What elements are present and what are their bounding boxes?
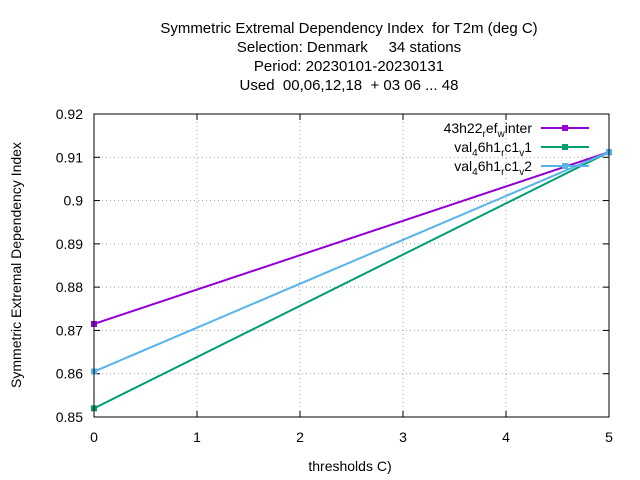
- legend-label-part: r: [483, 129, 487, 140]
- legend-label-part: 1: [524, 139, 532, 155]
- y-tick-label: 0.92: [56, 106, 83, 122]
- legend-label-1: 43h22refwinter: [444, 120, 533, 140]
- y-tick-label: 0.88: [56, 279, 83, 295]
- title-line: Symmetric Extremal Dependency Index for …: [160, 20, 537, 37]
- legend-label-part: val: [454, 158, 472, 174]
- series-line-3: [93, 151, 610, 373]
- series-group: [91, 149, 612, 412]
- grid-lines: [94, 114, 609, 417]
- legend-label-part: 2: [524, 158, 532, 174]
- legend-marker-1: [562, 125, 568, 131]
- legend-label-part: val: [454, 139, 472, 155]
- x-tick-label: 1: [193, 429, 201, 445]
- legend-label-part: 4: [472, 167, 478, 178]
- title-line: Period: 20230101-20230131: [254, 58, 444, 75]
- y-tick-label: 0.9: [64, 193, 84, 209]
- legend-label-part: 4: [472, 148, 478, 159]
- y-tick-label: 0.86: [56, 366, 83, 382]
- title-line: Selection: Denmark 34 stations: [237, 39, 461, 56]
- series-line-2: [93, 151, 610, 410]
- x-tick-label: 4: [502, 429, 510, 445]
- y-tick-label: 0.91: [56, 149, 83, 165]
- y-axis-label: Symmetric Extremal Dependency Index: [8, 142, 24, 388]
- title-line: Used 00,06,12,18 + 03 06 ... 48: [240, 77, 459, 94]
- legend-label-part: 43h22: [444, 120, 483, 136]
- legend-label-part: inter: [505, 120, 533, 136]
- legend-label-3: val46h1rc1v2: [454, 158, 532, 178]
- x-tick-label: 5: [605, 429, 613, 445]
- y-tick-label: 0.87: [56, 322, 83, 338]
- legend-label-part: ef: [486, 120, 498, 136]
- y-tick-label: 0.85: [56, 409, 83, 425]
- plot-frame: [93, 113, 610, 418]
- legend-marker-3: [562, 163, 568, 169]
- legend-label-part: 6h1: [478, 158, 502, 174]
- legend-label-part: c1: [504, 158, 519, 174]
- chart-title: Symmetric Extremal Dependency Index for …: [160, 20, 537, 94]
- series-line-1: [93, 151, 610, 325]
- legend-label-2: val46h1rc1v1: [454, 139, 532, 159]
- legend-label-part: r: [501, 167, 505, 178]
- legend-label-part: r: [501, 148, 505, 159]
- x-tick-label: 3: [399, 429, 407, 445]
- legend-marker-2: [562, 144, 568, 150]
- legend-label-part: v: [519, 148, 524, 159]
- y-tick-label: 0.89: [56, 236, 83, 252]
- legend-label-part: 6h1: [478, 139, 502, 155]
- x-tick-label: 2: [296, 429, 304, 445]
- legend-label-part: w: [497, 129, 506, 140]
- legend-label-part: c1: [504, 139, 519, 155]
- legend-label-part: v: [519, 167, 524, 178]
- x-axis-label: thresholds C): [308, 458, 391, 474]
- x-tick-label: 0: [90, 429, 98, 445]
